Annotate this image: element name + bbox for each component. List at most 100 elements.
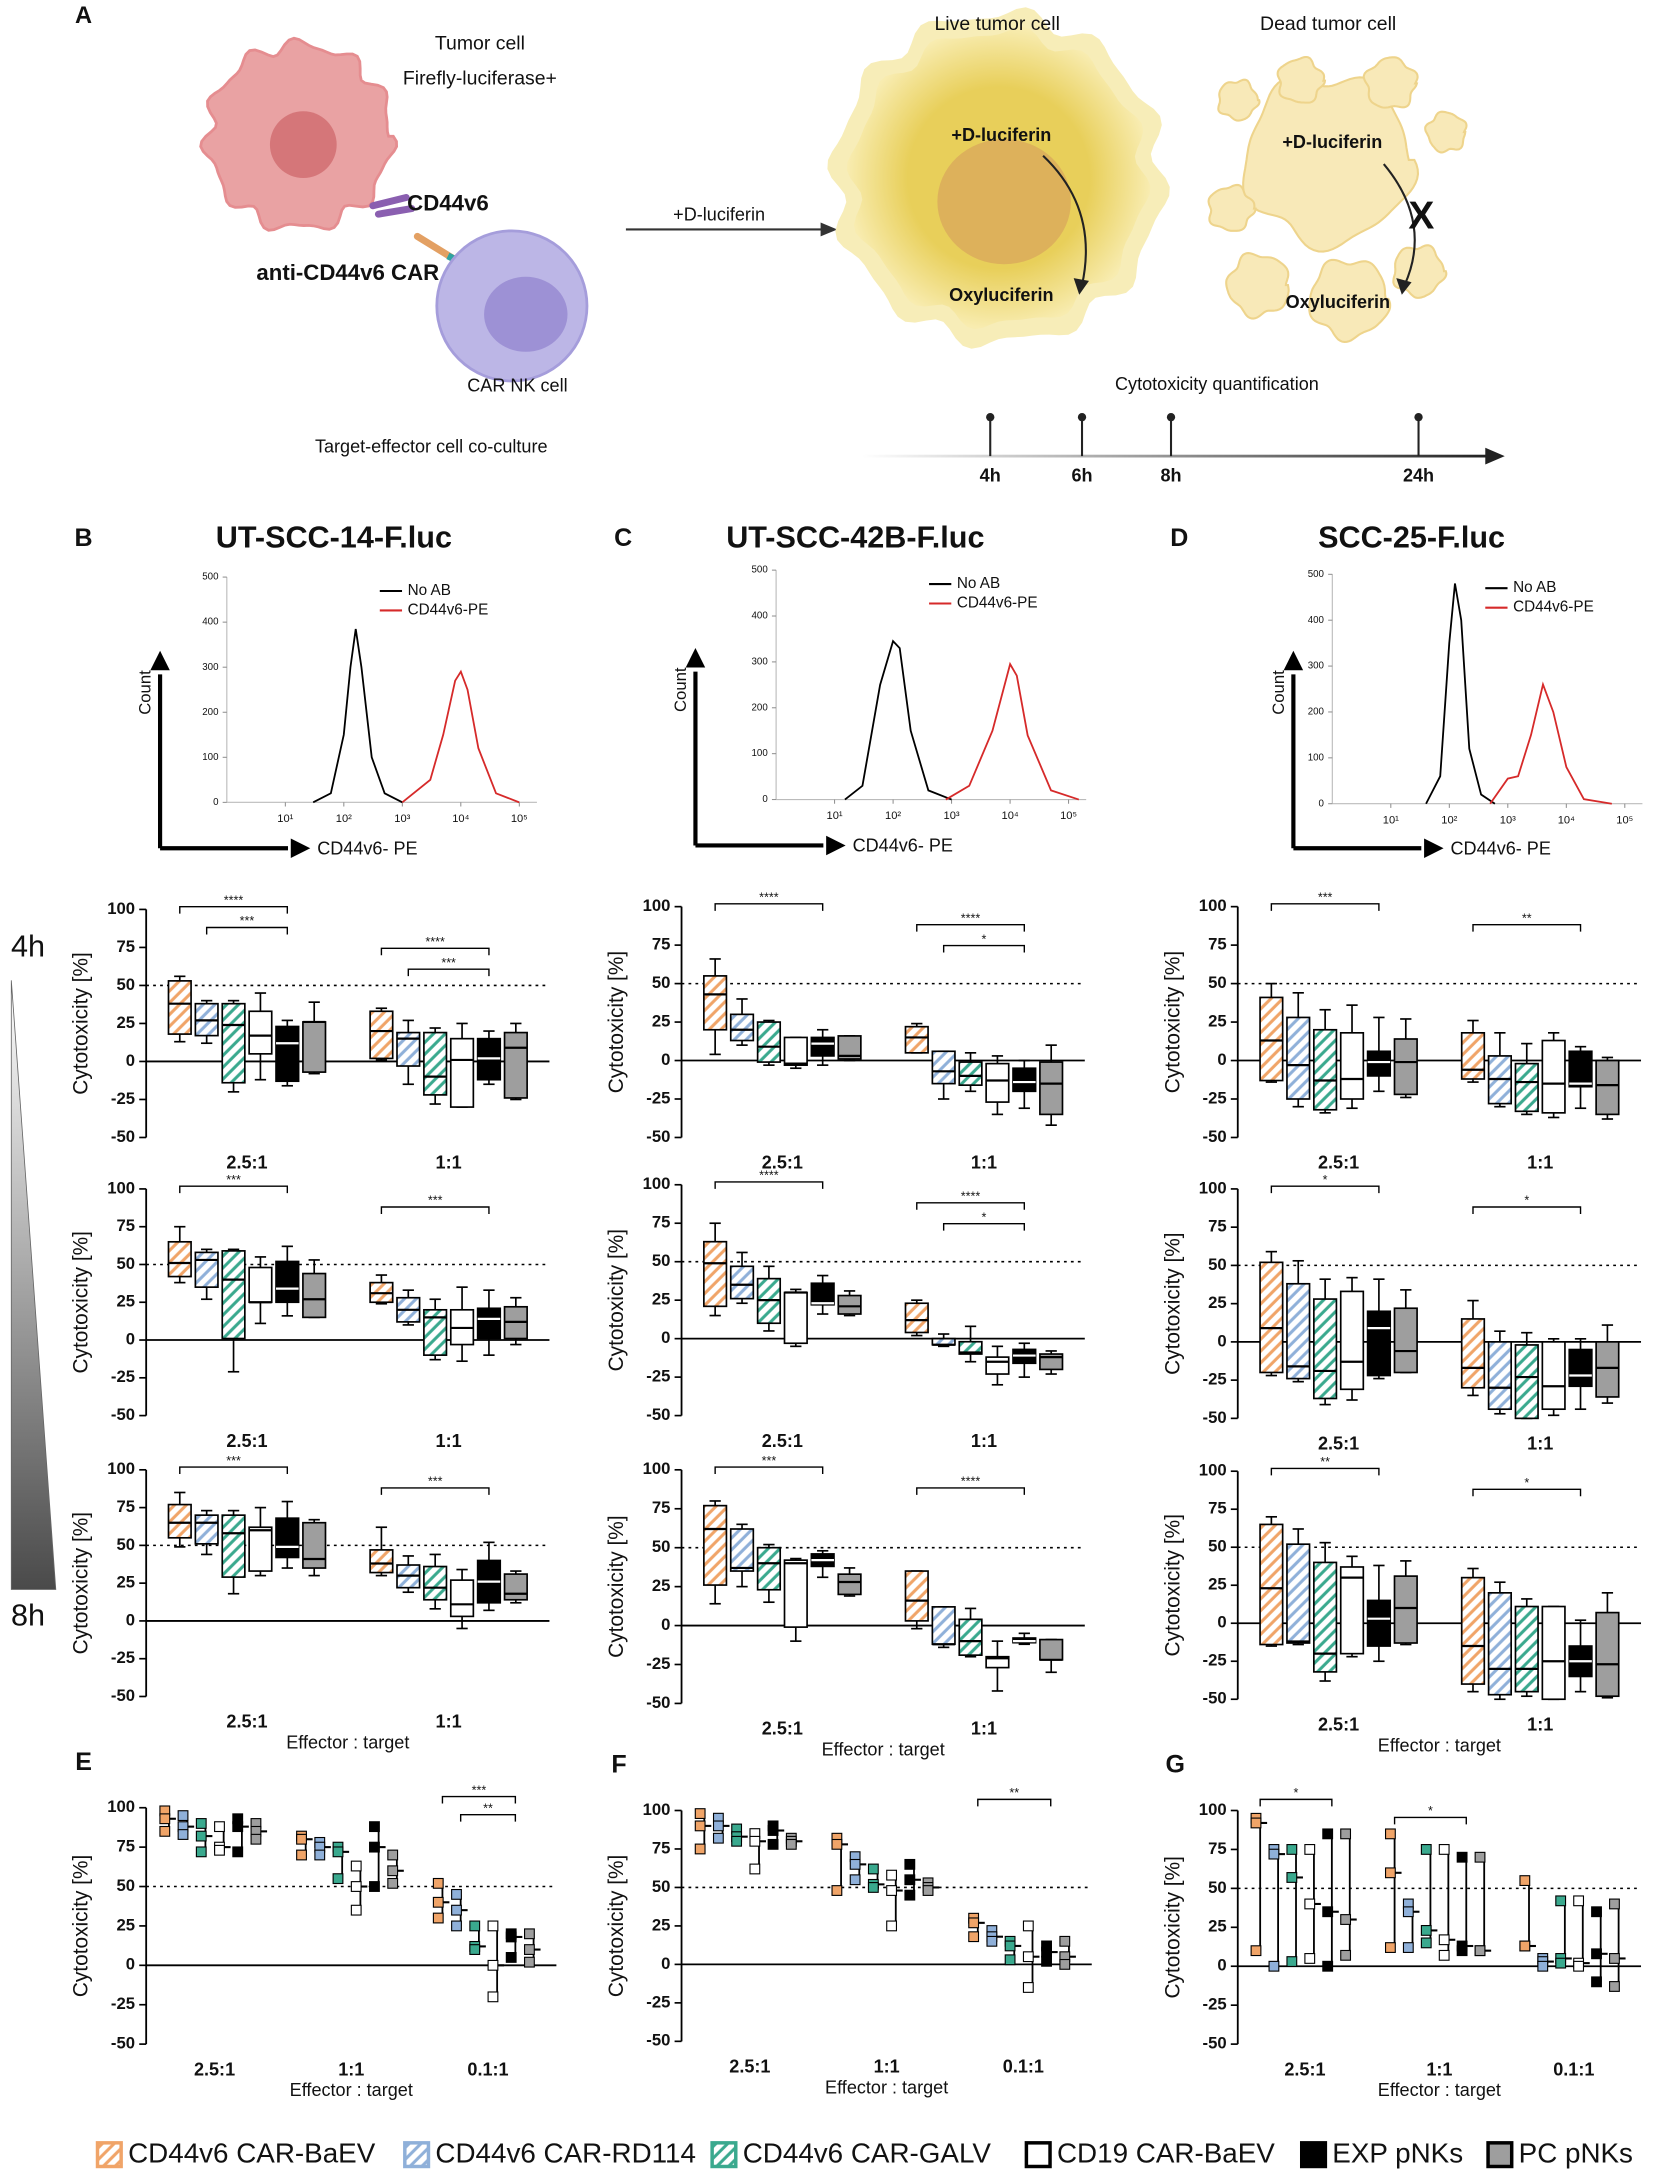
histogram-line [945,661,1080,801]
point [849,1874,861,1886]
point [1250,1945,1262,1957]
y-tick-label: 200 [202,707,219,718]
point [296,1849,307,1861]
timepoint-dot [986,412,995,422]
box [302,1021,327,1073]
significance-bracket [380,947,490,956]
box [703,1240,728,1308]
point [731,1835,743,1847]
box [931,1606,956,1646]
y-tick-label: -25 [646,1367,670,1386]
timepoint-dot [1077,412,1087,422]
y-tick-label: 0 [1217,1956,1226,1975]
y-tick-label: 0 [1217,1613,1226,1632]
point [1519,1940,1531,1952]
x-tick-label: 1:1 [1527,1714,1553,1734]
x-axis-label: Effector : target [290,2080,413,2100]
point [469,1920,481,1932]
y-tick-label: -25 [1203,1995,1227,2014]
point [451,1920,462,1932]
x-tick-label: 1:1 [874,2057,900,2077]
timepoint-dot [1414,412,1423,422]
point [886,1920,898,1932]
y-tick-label: 25 [1208,1011,1227,1030]
point [1609,1898,1620,1910]
y-tick-label: -50 [1203,1689,1227,1708]
box [1259,996,1284,1082]
point [1041,1955,1052,1967]
diagram-label: anti-CD44v6 CAR [256,260,439,285]
box [1339,1031,1365,1100]
significance-bracket [977,1798,1052,1807]
significance-label: *** [240,914,255,928]
point [1059,1958,1071,1970]
x-axis-label: CD44v6- PE [317,838,417,858]
box [1487,1592,1513,1696]
point [487,1920,499,1932]
y-tick-label: 50 [652,973,671,992]
point [159,1825,171,1837]
x-tick-label: 10⁵ [1616,814,1633,826]
point [1022,1951,1034,1963]
significance-bracket [714,903,824,911]
point [1420,1937,1432,1949]
y-tick-label: 0 [661,1615,670,1634]
significance-bracket [916,1202,1026,1210]
y-axis-label: Cytotoxicity [%] [605,1229,628,1371]
box [167,1503,192,1539]
y-tick-label: 50 [117,975,136,994]
diagram-label: Oxyluciferin [1286,292,1390,312]
box [958,1618,983,1656]
point [1573,1960,1585,1972]
point [968,1917,980,1929]
box [1541,1039,1566,1114]
box [1313,1028,1338,1111]
box [221,1002,246,1084]
significance-bracket [441,1795,517,1804]
box [449,1579,475,1618]
diagram-label: Cytotoxicity quantification [1115,374,1319,394]
significance-label: *** [226,1454,241,1468]
significance-label: *** [762,1454,777,1468]
box [729,1528,755,1572]
x-tick-label: 2.5:1 [762,1719,803,1739]
y-axis-label: Cytotoxicity [%] [605,1515,628,1657]
y-tick-label: 75 [1208,935,1227,954]
point [1609,1953,1620,1964]
y-tick-label: 50 [652,1877,671,1896]
box [1339,1566,1365,1655]
y-tick-label: 100 [643,1800,671,1819]
y-tick-label: 25 [652,1011,671,1030]
point [159,1813,171,1825]
y-tick-label: 100 [202,752,219,763]
significance-label: *** [1318,891,1333,905]
box [1313,1561,1338,1673]
y-tick-label: 50 [1208,1878,1227,1897]
box [1039,1061,1064,1116]
y-tick-label: 100 [107,1178,135,1197]
axis-arrowhead [685,647,706,668]
significance-bracket [179,1185,289,1194]
box [904,1570,929,1622]
box [1286,1543,1311,1644]
significance-bracket [459,1813,517,1822]
timepoint-label: 4h [980,466,1001,486]
diagram-label: CAR NK cell [467,375,567,395]
legend-label: No AB [1513,579,1556,596]
diagram-label: Firefly-luciferase+ [403,67,557,89]
axis-arrowhead [1424,838,1444,858]
box [985,1356,1010,1375]
y-tick-label: -25 [1203,1651,1227,1670]
significance-bracket [179,1466,289,1474]
x-tick-label: 2.5:1 [729,2057,770,2077]
point [904,1874,916,1886]
y-tick-label: 25 [117,1915,136,1934]
significance-label: **** [961,911,981,925]
receptor [369,193,416,218]
y-axis-label: Cytotoxicity [%] [1161,951,1184,1093]
point [1384,1942,1396,1953]
point [767,1825,779,1836]
significance-label: **** [759,891,779,905]
point [767,1838,779,1850]
